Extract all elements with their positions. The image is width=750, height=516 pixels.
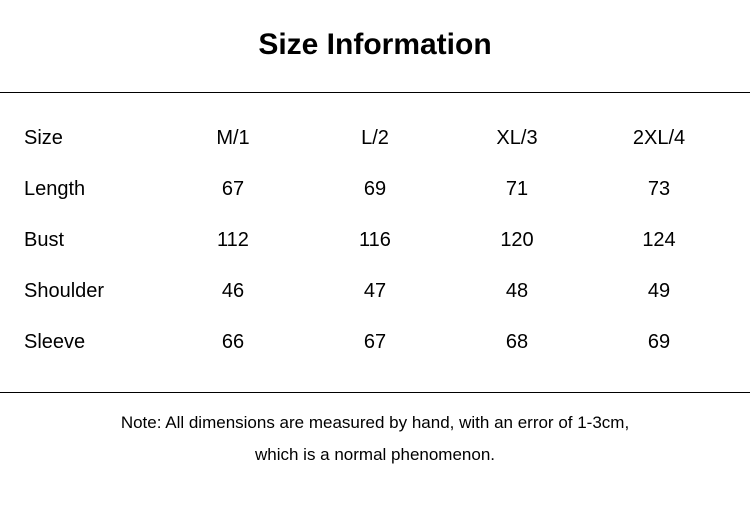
table-row: Shoulder 46 47 48 49	[20, 266, 730, 317]
note-text: Note: All dimensions are measured by han…	[0, 393, 750, 472]
cell: 120	[446, 215, 588, 266]
header-col-1: M/1	[162, 113, 304, 164]
cell: 67	[304, 317, 446, 368]
row-label-shoulder: Shoulder	[20, 266, 162, 317]
table-row: Bust 112 116 120 124	[20, 215, 730, 266]
table-header-row: Size M/1 L/2 XL/3 2XL/4	[20, 113, 730, 164]
note-line-2: which is a normal phenomenon.	[255, 445, 495, 464]
cell: 116	[304, 215, 446, 266]
header-col-2: L/2	[304, 113, 446, 164]
cell: 48	[446, 266, 588, 317]
cell: 68	[446, 317, 588, 368]
row-label-sleeve: Sleeve	[20, 317, 162, 368]
page-title: Size Information	[0, 0, 750, 92]
header-col-4: 2XL/4	[588, 113, 730, 164]
table-row: Length 67 69 71 73	[20, 164, 730, 215]
cell: 73	[588, 164, 730, 215]
cell: 66	[162, 317, 304, 368]
row-label-bust: Bust	[20, 215, 162, 266]
cell: 49	[588, 266, 730, 317]
table-row: Sleeve 66 67 68 69	[20, 317, 730, 368]
cell: 71	[446, 164, 588, 215]
note-line-1: Note: All dimensions are measured by han…	[121, 413, 629, 432]
size-table-wrap: Size M/1 L/2 XL/3 2XL/4 Length 67 69 71 …	[0, 93, 750, 392]
cell: 124	[588, 215, 730, 266]
cell: 67	[162, 164, 304, 215]
cell: 69	[304, 164, 446, 215]
cell: 69	[588, 317, 730, 368]
header-col-3: XL/3	[446, 113, 588, 164]
cell: 112	[162, 215, 304, 266]
size-table: Size M/1 L/2 XL/3 2XL/4 Length 67 69 71 …	[20, 113, 730, 368]
cell: 47	[304, 266, 446, 317]
row-label-length: Length	[20, 164, 162, 215]
header-size: Size	[20, 113, 162, 164]
cell: 46	[162, 266, 304, 317]
